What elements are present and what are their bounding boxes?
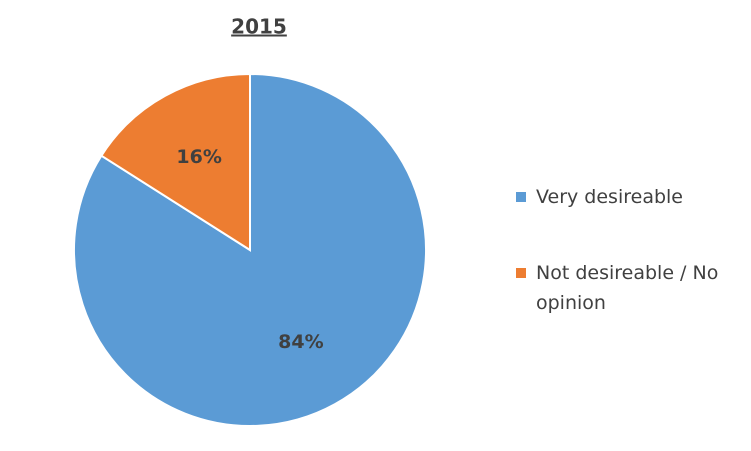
legend-label: Not desireable / No opinion [536, 262, 719, 314]
legend-label: Very desireable [536, 186, 683, 208]
legend-key [516, 268, 526, 278]
pie-slice [73, 72, 427, 427]
data-label: 84% [278, 331, 323, 353]
pie-slice [100, 72, 251, 252]
legend-item: Not desireable / No opinion [516, 258, 736, 318]
data-label: 16% [176, 146, 221, 168]
legend-item: Very desireable [516, 182, 736, 212]
chart-title: 2015 [231, 15, 287, 39]
legend-key [516, 192, 526, 202]
